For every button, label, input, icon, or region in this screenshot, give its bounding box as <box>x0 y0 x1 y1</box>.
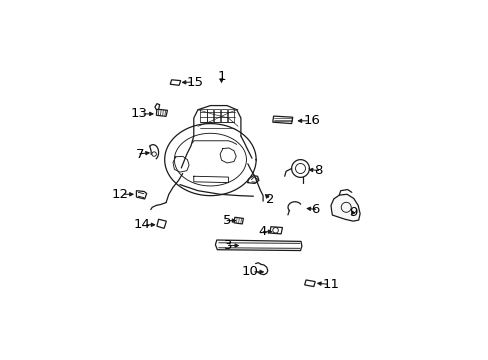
Polygon shape <box>155 104 160 110</box>
Polygon shape <box>136 191 146 199</box>
Text: 5: 5 <box>222 214 231 227</box>
Text: 10: 10 <box>242 265 259 278</box>
Bar <box>200 109 206 122</box>
Text: 2: 2 <box>265 193 274 206</box>
Polygon shape <box>215 240 301 251</box>
Text: 12: 12 <box>111 188 128 201</box>
Text: 6: 6 <box>311 203 319 216</box>
Text: 9: 9 <box>348 206 357 219</box>
Text: 4: 4 <box>258 225 267 238</box>
Text: 1: 1 <box>217 70 225 83</box>
Polygon shape <box>269 227 282 234</box>
Text: 13: 13 <box>131 107 148 120</box>
Text: 3: 3 <box>224 239 232 252</box>
Polygon shape <box>170 80 181 85</box>
Polygon shape <box>233 217 243 224</box>
Text: 8: 8 <box>314 164 322 177</box>
Text: 14: 14 <box>134 218 150 231</box>
Bar <box>228 109 234 122</box>
Text: 15: 15 <box>186 76 203 89</box>
Bar <box>221 109 227 122</box>
Polygon shape <box>156 109 167 116</box>
Polygon shape <box>304 280 315 287</box>
Polygon shape <box>272 116 292 123</box>
Bar <box>207 109 213 122</box>
Bar <box>214 109 220 122</box>
Text: 7: 7 <box>135 148 143 161</box>
Text: 16: 16 <box>303 114 320 127</box>
Polygon shape <box>157 219 166 228</box>
Text: 11: 11 <box>322 278 339 291</box>
Polygon shape <box>330 194 359 221</box>
